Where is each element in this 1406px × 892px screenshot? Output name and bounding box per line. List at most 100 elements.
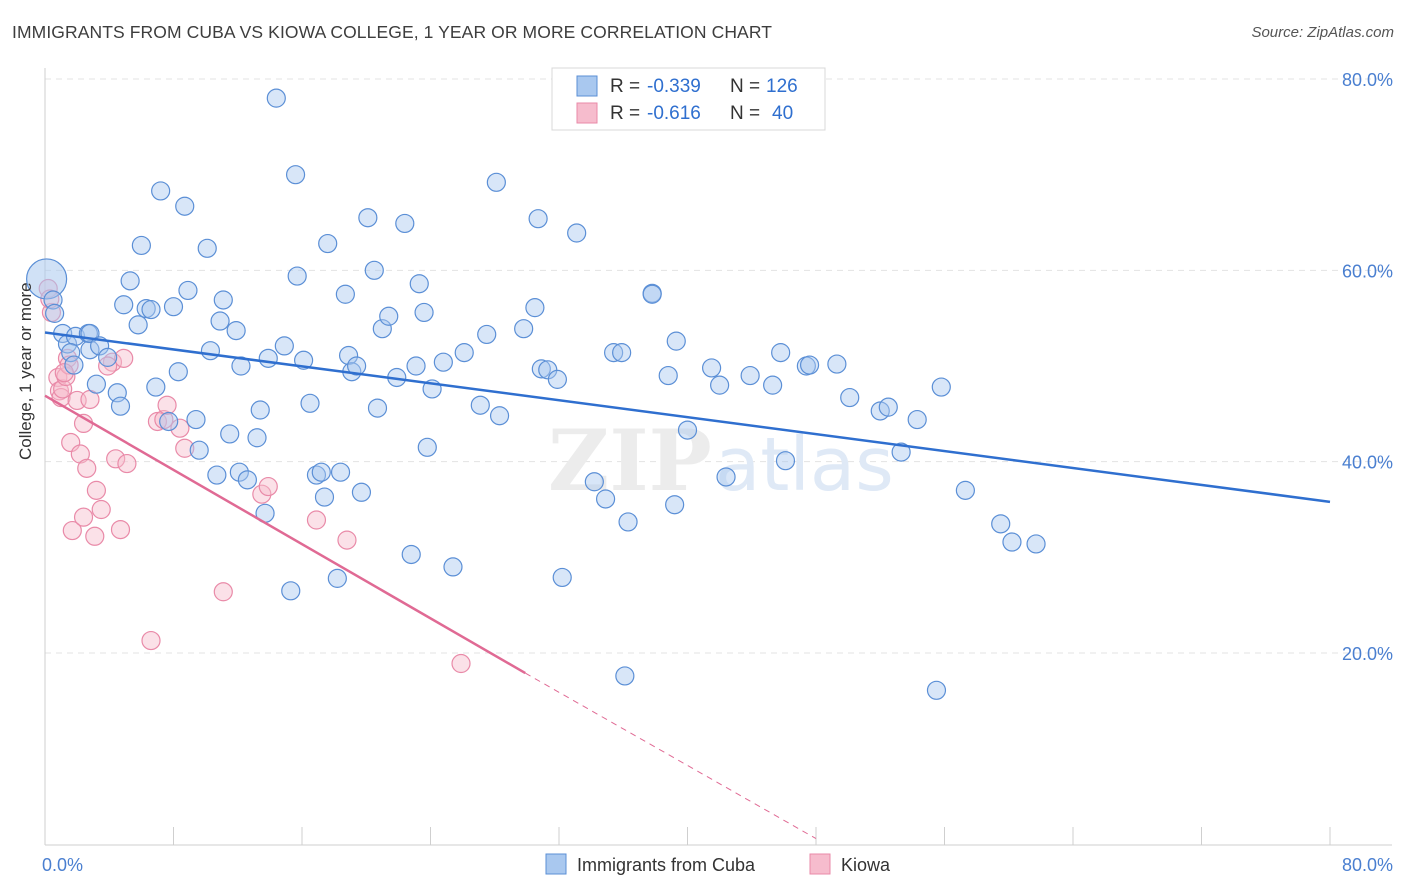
kiowa-trendline-extension	[525, 672, 817, 840]
kiowa-point	[117, 453, 137, 474]
cuba-point	[710, 375, 730, 395]
cuba-point	[226, 321, 246, 341]
cuba-point	[658, 365, 678, 386]
zipatlas-watermark: ZIP atlas	[548, 411, 894, 510]
cuba-point	[677, 420, 698, 440]
cuba-point	[584, 472, 604, 492]
cuba-point	[247, 428, 267, 448]
cuba-point	[891, 442, 911, 462]
cuba-point	[237, 470, 257, 490]
kiowa-point	[157, 395, 177, 415]
cuba-point	[210, 311, 230, 331]
cuba-point	[666, 331, 686, 351]
cuba-point	[168, 362, 188, 382]
cuba-point	[528, 209, 548, 229]
cuba-point	[615, 666, 635, 686]
cuba-point	[200, 341, 221, 361]
cuba-point	[567, 223, 587, 243]
cuba-point	[318, 233, 338, 254]
cuba-point	[618, 512, 638, 532]
cuba-point	[612, 343, 632, 363]
cuba-point	[367, 398, 388, 418]
cuba-point	[351, 482, 372, 502]
cuba-point	[189, 440, 209, 460]
cuba-point	[406, 356, 426, 376]
cuba-point	[489, 406, 510, 426]
kiowa-point	[106, 449, 126, 469]
cuba-point	[433, 352, 453, 372]
cuba-point	[414, 302, 434, 323]
cuba-point	[159, 411, 179, 432]
cuba-point	[486, 172, 506, 192]
cuba-point	[763, 375, 783, 395]
cuba-point	[595, 489, 616, 509]
tick-labels: 20.0% 40.0% 60.0% 80.0% 0.0% 80.0%	[42, 70, 1393, 875]
cuba-point	[740, 365, 760, 386]
cuba-point	[547, 369, 567, 389]
cuba-point	[141, 299, 161, 320]
cuba-point	[771, 343, 791, 363]
cuba-point	[514, 319, 534, 339]
cuba-point	[64, 355, 84, 375]
cuba-point	[525, 298, 545, 318]
cuba-point	[231, 356, 251, 376]
cuba-point	[114, 295, 134, 315]
kiowa-point	[62, 520, 82, 541]
cuba-point	[931, 377, 951, 397]
cuba-point	[347, 356, 367, 376]
cuba-point	[274, 336, 294, 356]
cuba-point	[443, 557, 463, 577]
x-tick-label-right: 80.0%	[1342, 855, 1393, 875]
kiowa-point	[110, 519, 131, 540]
cuba-point	[991, 514, 1011, 534]
cuba-point	[338, 345, 359, 366]
y-tick-label: 60.0%	[1342, 261, 1393, 281]
cuba-point	[250, 400, 270, 420]
cuba-point	[955, 480, 975, 500]
cuba-point	[878, 397, 898, 417]
kiowa-point	[53, 379, 73, 399]
cuba-point	[86, 374, 107, 394]
cuba-point	[827, 354, 847, 374]
watermark-atlas: atlas	[715, 422, 894, 508]
cuba-point	[163, 297, 184, 317]
kiowa-point	[306, 510, 327, 530]
kiowa-point	[141, 630, 161, 651]
kiowa-point	[91, 499, 111, 520]
cuba-point	[926, 680, 947, 700]
cuba-point	[311, 462, 331, 482]
kiowa-point	[54, 363, 74, 383]
cuba-point	[799, 355, 820, 375]
cuba-point	[207, 465, 227, 485]
cuba-point	[379, 306, 399, 326]
kiowa-point	[49, 381, 70, 401]
cuba-point	[131, 235, 151, 256]
cuba-point	[372, 319, 392, 339]
cuba-point	[531, 359, 551, 379]
kiowa-point	[451, 653, 471, 674]
kiowa-trendline	[44, 394, 526, 675]
cuba-point	[330, 462, 351, 482]
cuba-point	[128, 315, 148, 335]
kiowa-point	[175, 438, 195, 458]
kiowa-point	[77, 458, 97, 478]
kiowa-point	[170, 418, 190, 438]
cuba-point	[335, 284, 355, 304]
source-credit: Source: ZipAtlas.com	[1251, 24, 1394, 41]
cuba-point	[213, 290, 233, 310]
cuba-point	[220, 424, 240, 444]
cuba-point	[775, 451, 796, 471]
cuba-point	[26, 258, 68, 300]
cuba-point	[642, 284, 662, 304]
kiowa-point	[252, 484, 272, 504]
cuba-point	[197, 238, 217, 258]
cuba-trendline	[44, 331, 1331, 504]
chart-title: IMMIGRANTS FROM CUBA VS KIOWA COLLEGE, 1…	[12, 22, 773, 42]
y-axis-label: College, 1 year or more	[16, 282, 35, 460]
cuba-point	[110, 396, 131, 416]
cuba-point	[258, 348, 278, 368]
cuba-point	[285, 165, 306, 185]
y-tick-label: 80.0%	[1342, 70, 1393, 90]
cuba-point	[45, 303, 65, 323]
